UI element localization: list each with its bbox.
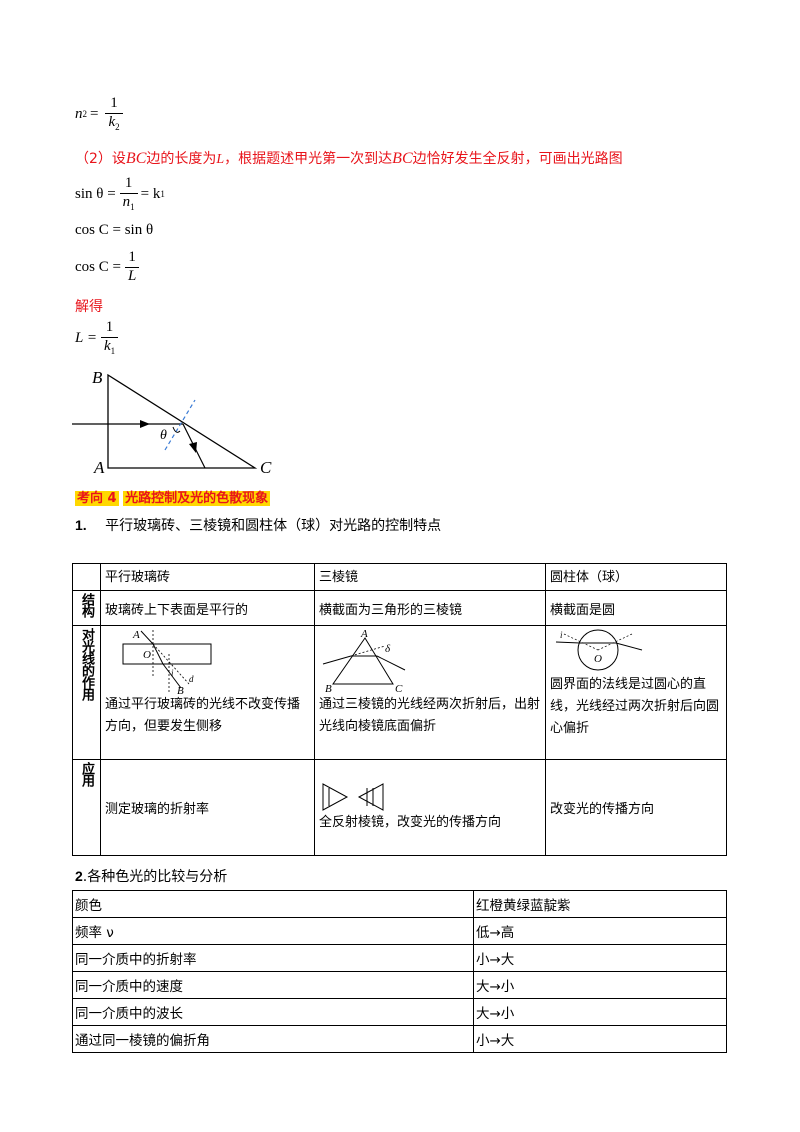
normal-line <box>597 633 633 651</box>
prism-figure: A δ B C <box>322 628 406 694</box>
table1-header: 三棱镜 <box>314 563 546 591</box>
incident-ray <box>555 641 581 644</box>
formula-cos-sin: cos C = sin θ <box>75 222 154 238</box>
label-a: A <box>132 629 140 641</box>
glass-slab-figure: A O i d B <box>122 629 212 694</box>
table-cell: 红橙黄绿蓝靛紫 <box>473 890 727 918</box>
table-cell-glass-slab: A O i d B 通过平行玻璃砖的光线不改变传播方向，但要发生侧移 <box>100 625 315 760</box>
table1-header: 平行玻璃砖 <box>100 563 315 591</box>
section4-tag: 考向 4 <box>75 491 119 506</box>
table-row: 颜色 红橙黄绿蓝靛紫 <box>72 890 727 918</box>
label-c: C <box>260 458 272 477</box>
label-d: d <box>189 674 194 684</box>
table-cell: 颜色 <box>72 890 474 918</box>
apply-text: 全反射棱镜，改变光的传播方向 <box>319 814 502 830</box>
table1-row-structure: 结构 玻璃砖上下表面是平行的 横截面为三角形的三棱镜 横截面是圆 <box>72 590 727 626</box>
prism-triangle <box>332 637 394 685</box>
label-i: i <box>171 668 174 678</box>
effect-text: 通过三棱镜的光线经两次折射后，出射光线向棱镜底面偏折 <box>319 697 541 734</box>
formula-L: L = 1 k1 <box>75 319 119 356</box>
table-cell: 低→高 <box>473 917 727 945</box>
emergent-ray <box>376 655 406 671</box>
optics-control-table: 平行玻璃砖 三棱镜 圆柱体（球） 结构 玻璃砖上下表面是平行的 横截面为三角形的… <box>72 563 727 856</box>
table-cell: 横截面是圆 <box>545 590 727 626</box>
incident-arrow <box>140 420 150 428</box>
extension-ray <box>152 643 190 685</box>
item1-heading: 1. 平行玻璃砖、三棱镜和圆柱体（球）对光路的控制特点 <box>75 517 442 534</box>
row-label: 应用 <box>72 759 101 856</box>
label-delta: δ <box>385 643 391 655</box>
table-row: 同一介质中的速度 大→小 <box>72 971 727 999</box>
table1-header: 圆柱体（球） <box>545 563 727 591</box>
table-cell-cylinder: i O 圆界面的法线是过圆心的直线，光线经过两次折射后向圆心偏折 <box>545 625 727 760</box>
table-cell: 同一介质中的速度 <box>72 971 474 999</box>
section4-heading: 考向 4 光路控制及光的色散现象 <box>75 487 271 506</box>
row-label: 对光线的作用 <box>72 625 101 760</box>
table-row: 通过同一棱镜的偏折角 小→大 <box>72 1025 727 1053</box>
table1-row-apply: 应用 测定玻璃的折射率 全反射棱镜，改变光的传播方向 改变光的传播方向 <box>72 759 727 856</box>
table-cell: 同一介质中的折射率 <box>72 944 474 972</box>
table-row: 频率 ν 低→高 <box>72 917 727 945</box>
section4-title: 光路控制及光的色散现象 <box>123 491 271 506</box>
extension-ray <box>350 645 386 657</box>
label-o: O <box>143 649 151 661</box>
table1-header-row: 平行玻璃砖 三棱镜 圆柱体（球） <box>72 563 727 591</box>
triangle-abc <box>107 373 258 469</box>
total-reflection-prism-figure <box>322 782 384 811</box>
table-cell: 频率 ν <box>72 917 474 945</box>
color-comparison-table: 颜色 红橙黄绿蓝靛紫 频率 ν 低→高 同一介质中的折射率 小→大 同一介质中的… <box>72 890 727 1053</box>
row-label: 结构 <box>72 590 101 626</box>
light-path-diagram: B A C θ <box>72 368 272 477</box>
effect-text: 圆界面的法线是过圆心的直线，光线经过两次折射后向圆心偏折 <box>550 677 720 736</box>
table-cell: 大→小 <box>473 998 727 1026</box>
table-cell: 小→大 <box>473 1025 727 1053</box>
normal-line <box>164 399 196 451</box>
emergent-ray <box>615 642 643 651</box>
table-cell: 横截面为三角形的三棱镜 <box>314 590 546 626</box>
table-cell: 小→大 <box>473 944 727 972</box>
table-row: 同一介质中的折射率 小→大 <box>72 944 727 972</box>
normal-line <box>563 633 599 651</box>
cylinder-figure: i O <box>555 629 643 671</box>
part2-text: （2）设BC边的长度为L，根据题述甲光第一次到达BC边恰好发生全反射，可画出光路… <box>75 150 623 167</box>
label-circle-o: O <box>594 653 602 665</box>
angle-arc <box>172 426 181 433</box>
label-a: A <box>93 458 105 477</box>
label-theta: θ <box>160 428 167 443</box>
table-cell: 改变光的传播方向 <box>545 759 727 856</box>
label-b: B <box>177 685 184 694</box>
slab-rect <box>122 643 212 665</box>
item2-heading: 2.各种色光的比较与分析 <box>75 868 228 885</box>
table1-row-effect: 对光线的作用 A O i d B 通过平行玻璃砖的光线不改变传播方向，但要发生侧… <box>72 625 727 760</box>
effect-text: 通过平行玻璃砖的光线不改变传播方向，但要发生侧移 <box>105 697 301 734</box>
table1-corner <box>72 563 101 591</box>
cylinder-circle <box>577 629 619 671</box>
incident-ray <box>140 630 154 645</box>
prism-triangle-right <box>357 782 384 811</box>
label-prism-b: B <box>325 683 332 694</box>
table-cell-total-reflection: 全反射棱镜，改变光的传播方向 <box>314 759 546 856</box>
table-row: 同一介质中的波长 大→小 <box>72 998 727 1026</box>
prism-triangle-left <box>322 782 349 811</box>
table-cell: 测定玻璃的折射率 <box>100 759 315 856</box>
table-cell-prism: A δ B C 通过三棱镜的光线经两次折射后，出射光线向棱镜底面偏折 <box>314 625 546 760</box>
table-cell: 玻璃砖上下表面是平行的 <box>100 590 315 626</box>
table-cell: 大→小 <box>473 971 727 999</box>
solve-label: 解得 <box>75 299 103 315</box>
label-prism-a: A <box>360 628 368 640</box>
table-cell: 通过同一棱镜的偏折角 <box>72 1025 474 1053</box>
emergent-ray <box>162 663 182 689</box>
label-prism-c: C <box>395 683 403 694</box>
label-circle-i: i <box>560 630 563 640</box>
table-cell: 同一介质中的波长 <box>72 998 474 1026</box>
refracted-ray <box>152 643 164 665</box>
reflected-arrow <box>189 442 197 453</box>
incident-ray <box>322 655 352 665</box>
label-b: B <box>92 368 103 387</box>
